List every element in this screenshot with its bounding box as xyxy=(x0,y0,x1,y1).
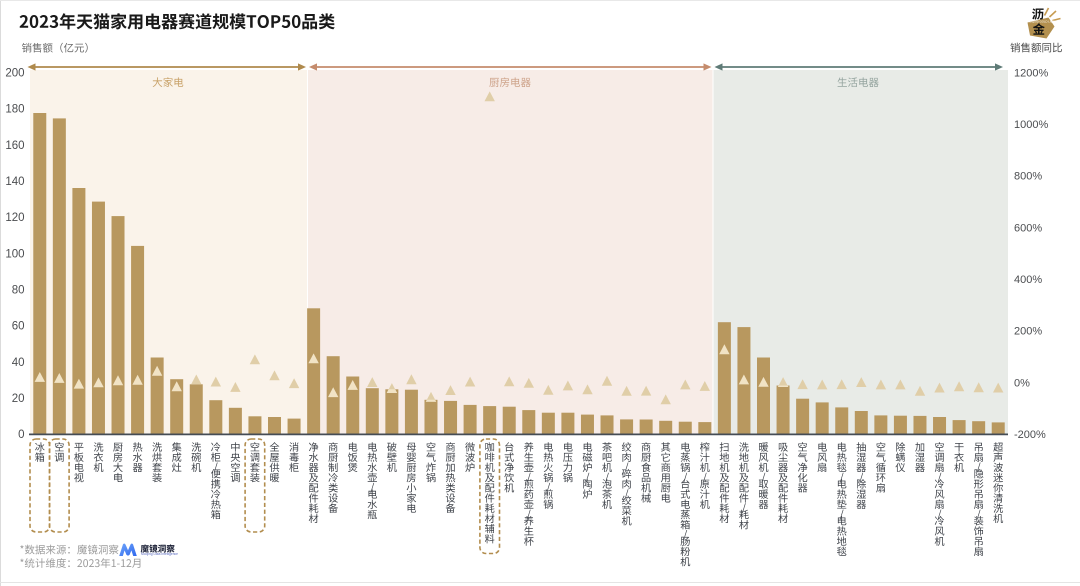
svg-text:40: 40 xyxy=(12,357,25,369)
svg-text:200%: 200% xyxy=(1014,326,1042,338)
svg-text:180: 180 xyxy=(5,104,24,116)
svg-text:140: 140 xyxy=(5,176,24,188)
svg-text:-200%: -200% xyxy=(1014,429,1046,441)
svg-text:160: 160 xyxy=(5,140,24,152)
svg-text:800%: 800% xyxy=(1014,171,1042,183)
svg-text:400%: 400% xyxy=(1014,274,1042,286)
svg-text:Moojing Data Intelligence: Moojing Data Intelligence xyxy=(141,552,178,556)
svg-text:0%: 0% xyxy=(1014,377,1030,389)
svg-text:100: 100 xyxy=(5,248,24,260)
svg-text:120: 120 xyxy=(5,212,24,224)
svg-text:LIQUID GOLD LIQD: LIQUID GOLD LIQD xyxy=(1030,20,1055,24)
svg-text:1200%: 1200% xyxy=(1014,67,1048,79)
svg-text:60: 60 xyxy=(12,321,25,333)
svg-text:200: 200 xyxy=(5,68,24,80)
svg-text:80: 80 xyxy=(12,285,25,297)
svg-text:600%: 600% xyxy=(1014,222,1042,234)
svg-text:0: 0 xyxy=(18,429,24,441)
svg-text:1000%: 1000% xyxy=(1014,119,1048,131)
svg-text:20: 20 xyxy=(12,393,25,405)
